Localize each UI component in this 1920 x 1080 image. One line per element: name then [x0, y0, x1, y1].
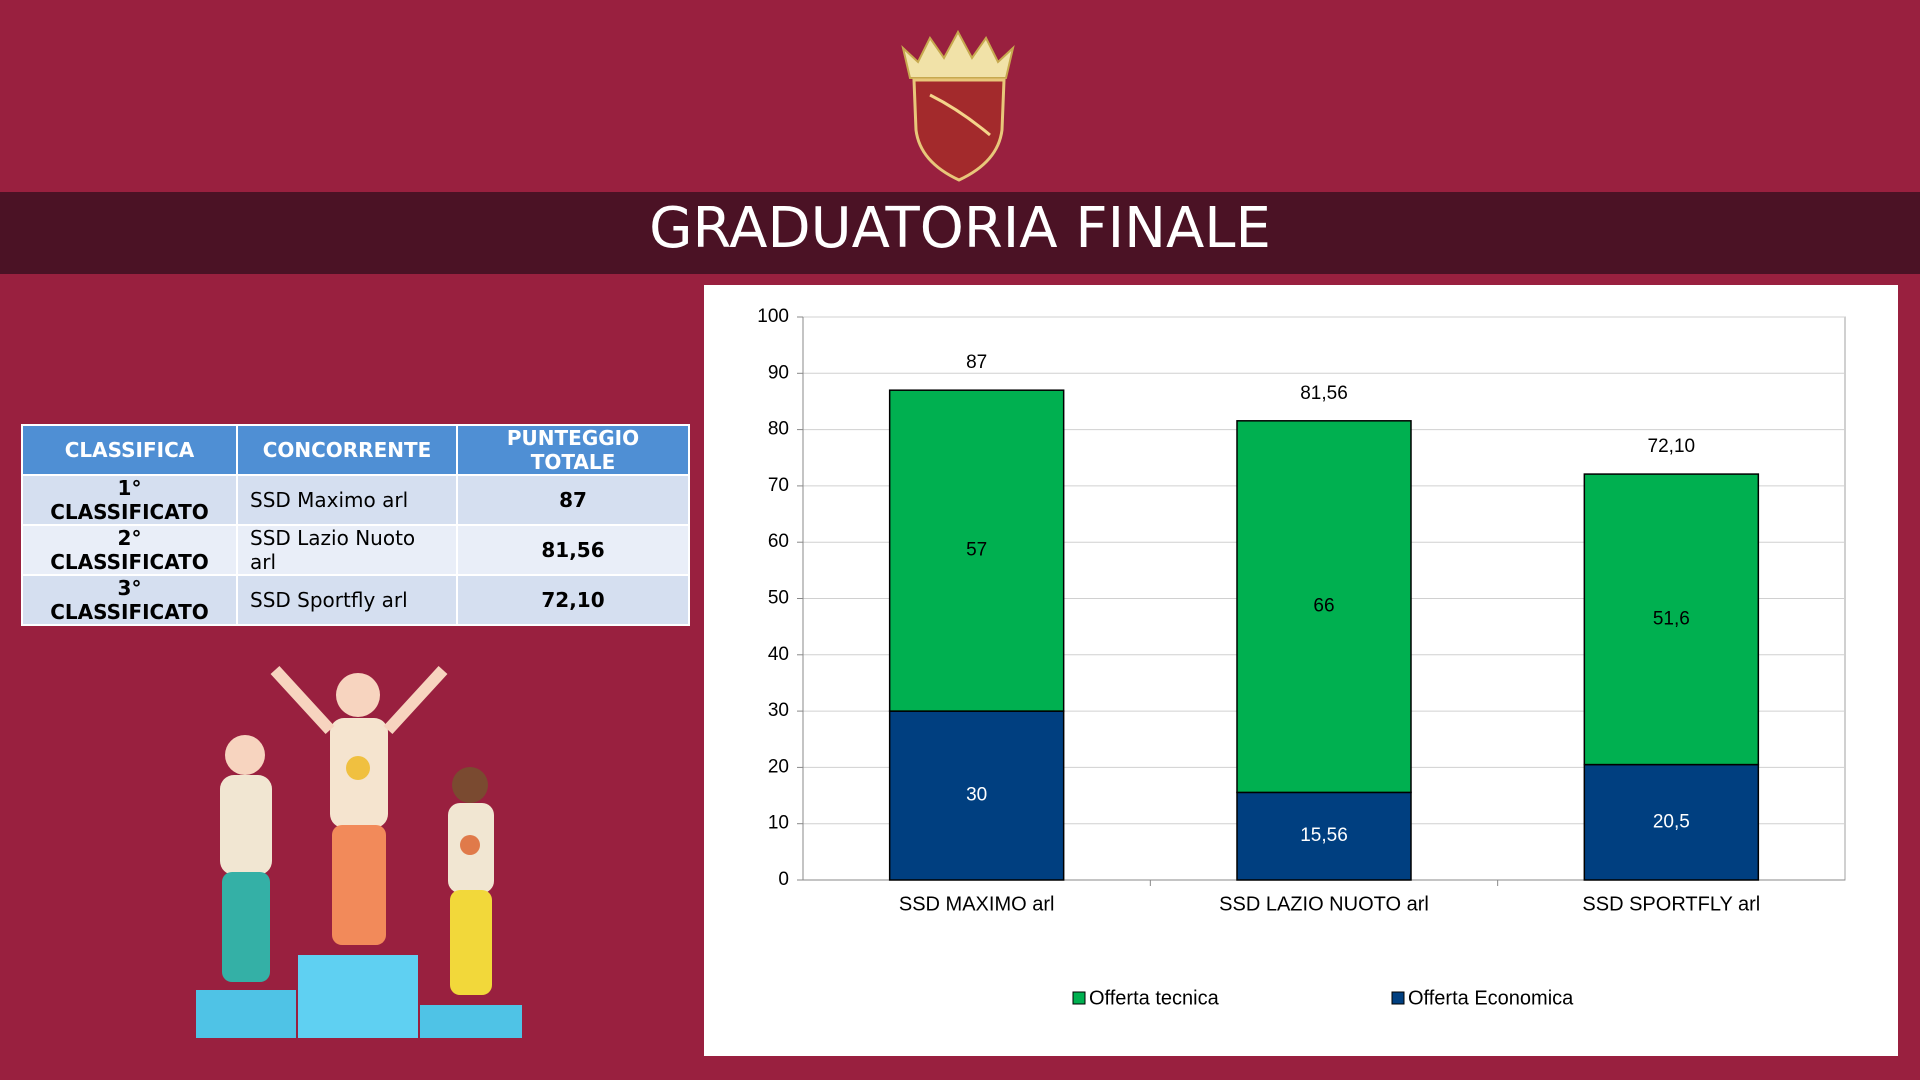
bar-segment — [1236, 791, 1412, 881]
title-band — [0, 192, 1920, 274]
name-cell: SSD Sportfly arl — [236, 574, 458, 626]
rank-cell: 1° CLASSIFICATO — [21, 474, 238, 526]
table-row: 3° CLASSIFICATO SSD Sportfly arl 72,10 — [21, 574, 690, 626]
legend-swatch — [1072, 991, 1086, 1005]
x-tick-label: SSD LAZIO NUOTO arl — [1219, 893, 1429, 915]
chart: 0 10 20 30 40 50 60 70 80 90 100 SSD MAXIMO arl 30 57… — [757, 306, 1845, 1009]
header-cell: CONCORRENTE — [236, 424, 458, 476]
total-label: 81,56 — [1300, 383, 1348, 404]
logo — [901, 29, 1015, 182]
header-cell: PUNTEGGIO TOTALE — [456, 424, 690, 476]
y-tick-label: 0 — [778, 869, 789, 890]
y-tick-label: 50 — [768, 588, 789, 609]
y-tick-label: 40 — [768, 644, 789, 665]
y-tick-label: 20 — [768, 756, 789, 777]
table-row: 2° CLASSIFICATO SSD Lazio Nuoto arl 81,5… — [21, 524, 690, 576]
name-cell: SSD Lazio Nuoto arl — [236, 524, 458, 576]
slide-title: GRADUATORIA FINALE — [649, 196, 1271, 261]
rank-cell: 2° CLASSIFICATO — [21, 524, 238, 576]
y-tick-label: 100 — [757, 306, 789, 327]
rank-cell: 3° CLASSIFICATO — [21, 574, 238, 626]
value-label: 51,6 — [1653, 608, 1690, 629]
y-tick-label: 60 — [768, 531, 789, 552]
table-row: 1° CLASSIFICATO SSD Maximo arl 87 — [21, 474, 690, 526]
y-tick-label: 80 — [768, 419, 789, 440]
legend-swatch — [1391, 991, 1405, 1005]
y-tick-label: 70 — [768, 475, 789, 496]
score-cell: 87 — [456, 474, 690, 526]
bar-segment — [1583, 763, 1760, 881]
y-tick-label: 30 — [768, 700, 789, 721]
score-cell: 81,56 — [456, 524, 690, 576]
header-row: CLASSIFICA CONCORRENTE PUNTEGGIO TOTALE — [21, 424, 690, 476]
bar-segment — [1236, 420, 1412, 794]
legend-label: Offerta tecnica — [1089, 987, 1220, 1009]
value-label: 20,5 — [1653, 811, 1690, 832]
total-label: 72,10 — [1648, 436, 1696, 457]
value-label: 57 — [966, 540, 987, 561]
name-cell: SSD Maximo arl — [236, 474, 458, 526]
podium-illustration — [196, 665, 522, 1038]
score-cell: 72,10 — [456, 574, 690, 626]
legend-label: Offerta Economica — [1408, 987, 1574, 1009]
bar-segment — [888, 389, 1065, 712]
header-cell: CLASSIFICA — [21, 424, 238, 476]
total-label: 87 — [966, 352, 987, 373]
value-label: 30 — [966, 785, 987, 806]
bar-segment — [1583, 473, 1760, 766]
ranking-table: CLASSIFICA CONCORRENTE PUNTEGGIO TOTALE … — [21, 424, 690, 626]
value-label: 66 — [1313, 596, 1334, 617]
x-tick-label: SSD SPORTFLY arl — [1582, 893, 1760, 915]
x-tick-label: SSD MAXIMO arl — [899, 893, 1055, 915]
y-tick-label: 10 — [768, 813, 789, 834]
y-tick-label: 90 — [768, 362, 789, 383]
value-label: 15,56 — [1300, 825, 1348, 846]
bar-segment — [888, 710, 1065, 881]
